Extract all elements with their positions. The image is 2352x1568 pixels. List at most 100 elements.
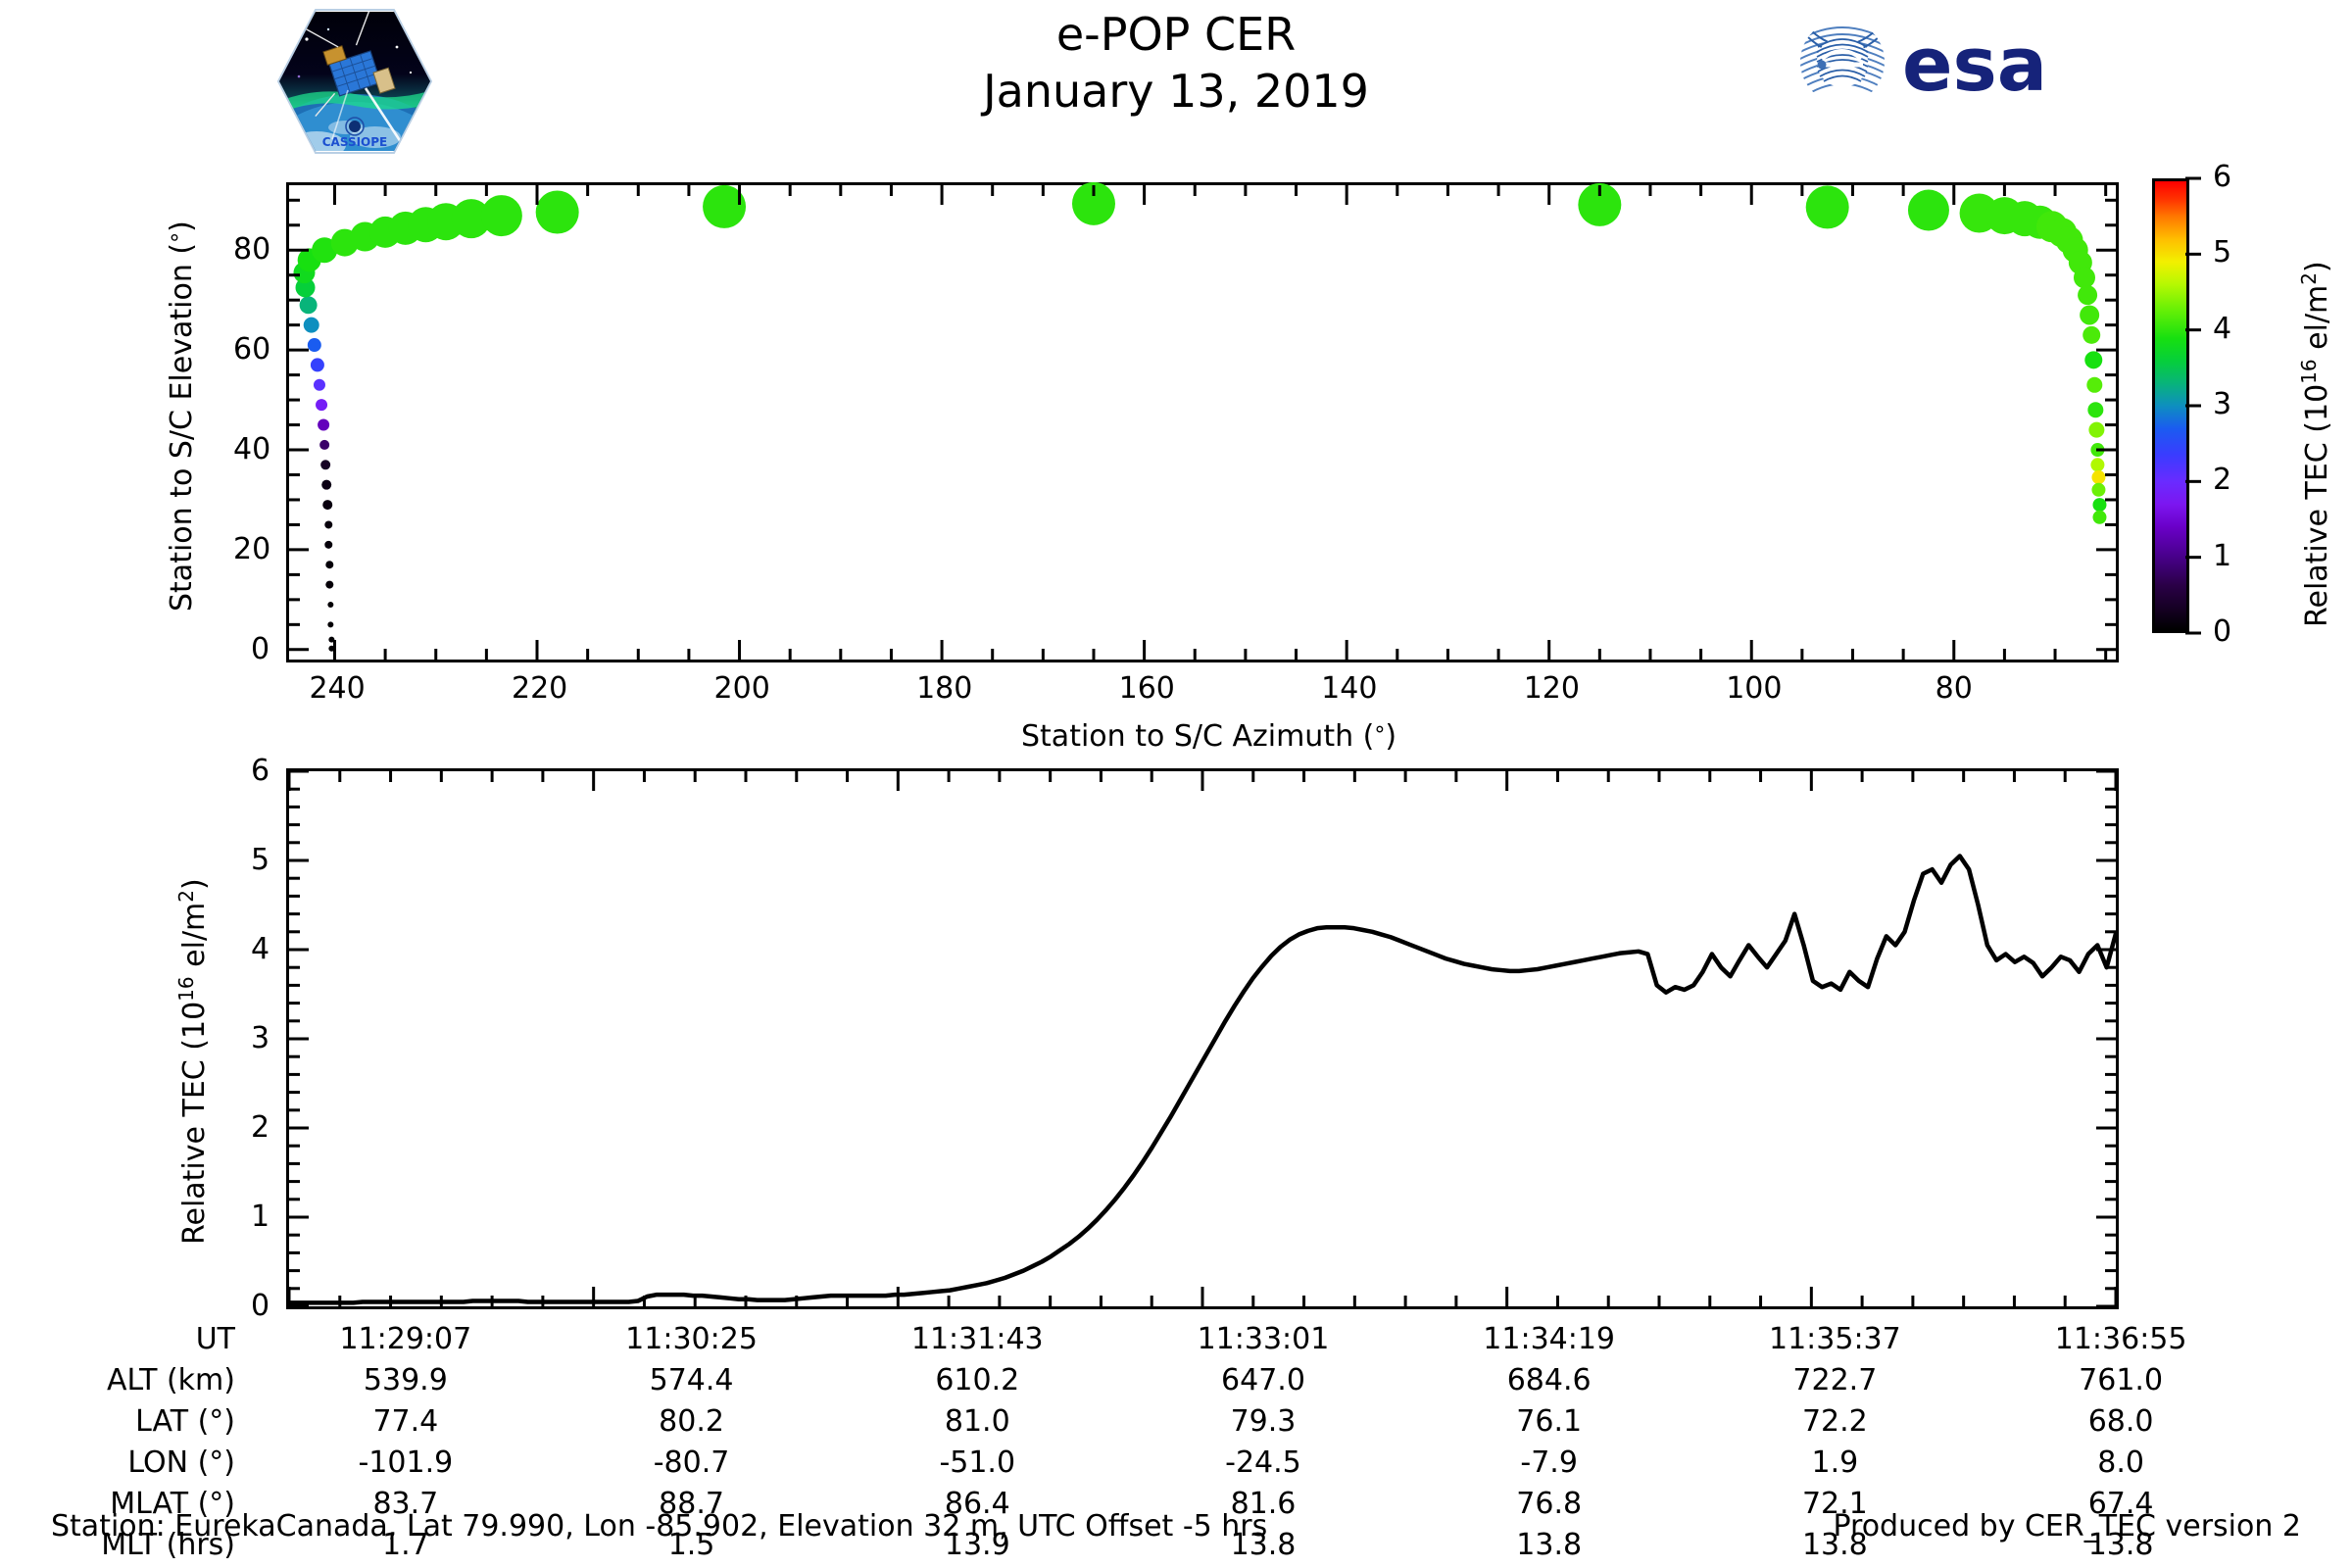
- scatter-point: [316, 399, 328, 412]
- table-row: MLT (hrs) 1.7 1.5 13.9 13.8 13.8 13.8 13.8: [39, 1525, 2264, 1566]
- x-tick-label: 180: [916, 671, 973, 706]
- scatter-point: [1805, 185, 1849, 229]
- scatter-point: [2090, 458, 2105, 472]
- table-cell: 83.7: [372, 1487, 439, 1521]
- table-row-label: LAT (°): [135, 1404, 235, 1439]
- scatter-point: [2086, 376, 2103, 393]
- tec-timeseries-plot: [286, 768, 2119, 1309]
- colorbar-tick-label: 6: [2213, 160, 2232, 194]
- scatter-point: [451, 199, 491, 239]
- x-tick-label: 80: [1935, 671, 1973, 706]
- scatter-point: [2084, 351, 2103, 369]
- y-tick-label: 20: [233, 531, 271, 566]
- table-cell: 79.3: [1230, 1404, 1297, 1439]
- y-tick-label: 5: [251, 843, 270, 877]
- scatter-point: [2087, 402, 2104, 418]
- table-cell: 1.9: [1811, 1446, 1859, 1480]
- colorbar-tick-label: 1: [2213, 538, 2232, 573]
- ephemeris-table-body: UT 11:29:07 11:30:25 11:31:43 11:33:01 11:34:…: [39, 1319, 2264, 1566]
- station-info: Station: EurekaCanada, Lat 79.990, Lon -…: [51, 1509, 1268, 1544]
- table-cell: 72.1: [1801, 1487, 1868, 1521]
- scatter-point: [325, 580, 334, 589]
- colorbar-tick-label: 3: [2213, 387, 2232, 421]
- colorbar: [2152, 178, 2189, 633]
- table-cell: 11:36:55: [2054, 1322, 2187, 1356]
- scatter-point: [325, 561, 334, 569]
- table-cell: 76.8: [1516, 1487, 1583, 1521]
- colorbar-ticks: [2185, 176, 2201, 635]
- table-row: MLAT (°) 83.7 88.7 86.4 81.6 76.8 72.1 67.4: [39, 1484, 2264, 1525]
- esa-logo: esa: [1798, 18, 2092, 108]
- scatter-point: [310, 358, 324, 372]
- y-tick-label: 2: [251, 1110, 270, 1145]
- scatter-point: [327, 601, 334, 608]
- y-tick-label: 0: [251, 1289, 270, 1323]
- scatter-point: [2080, 305, 2100, 325]
- scatter-point: [327, 621, 334, 628]
- table-cell: 88.7: [659, 1487, 724, 1521]
- table-row-label: MLAT (°): [110, 1487, 235, 1521]
- producer-info: Produced by CER_TEC version 2: [1833, 1509, 2301, 1544]
- scatter-point: [2092, 498, 2107, 513]
- colorbar-axis-label: Relative TEC (1016 el/m2): [2297, 261, 2334, 627]
- table-row: LAT (°) 77.4 80.2 81.0 79.3 76.1 72.2 68.0: [39, 1401, 2264, 1443]
- x-tick-label: 240: [309, 671, 366, 706]
- table-row: ALT (km) 539.9 574.4 610.2 647.0 684.6 722.7 76…: [39, 1360, 2264, 1401]
- scatter-point: [2073, 267, 2095, 289]
- table-cell: 13.8: [1230, 1528, 1297, 1562]
- scatter-point: [2091, 482, 2106, 497]
- page-footer: Station: EurekaCanada, Lat 79.990, Lon -…: [0, 1509, 2352, 1558]
- table-cell: -51.0: [939, 1446, 1016, 1480]
- y-tick-label: 4: [251, 932, 270, 966]
- tec-line: [286, 854, 2119, 1305]
- page-header: CASSIOPE e-POP CER January 13, 2019: [0, 0, 2352, 167]
- scatter-point: [2088, 421, 2105, 438]
- table-cell: 722.7: [1792, 1363, 1878, 1397]
- title-line-2: January 13, 2019: [983, 65, 1369, 118]
- scatter-point: [318, 418, 330, 431]
- cassiope-logo: CASSIOPE: [276, 8, 433, 155]
- y-tick-label: 40: [233, 432, 271, 467]
- top-panel-x-axis-label: Station to S/C Azimuth (°): [1021, 719, 1397, 754]
- table-cell: 72.2: [1801, 1404, 1868, 1439]
- table-cell: 1.5: [667, 1528, 715, 1562]
- x-tick-label: 100: [1726, 671, 1783, 706]
- scatter-point: [321, 479, 332, 490]
- table-cell: 76.1: [1516, 1404, 1583, 1439]
- table-cell: 11:33:01: [1197, 1322, 1330, 1356]
- y-tick-label: 60: [233, 332, 271, 368]
- scatter-point: [328, 645, 335, 652]
- title-line-1: e-POP CER: [1055, 8, 1297, 61]
- scatter-point: [2091, 470, 2106, 485]
- scatter-point: [703, 184, 747, 228]
- page-title: e-POP CER January 13, 2019: [686, 6, 1666, 120]
- scatter-point: [307, 338, 321, 353]
- scatter-canvas: [293, 181, 2107, 652]
- ephemeris-table: UT 11:29:07 11:30:25 11:31:43 11:33:01 11:34:…: [0, 1319, 2352, 1566]
- esa-logo-text: esa: [1902, 21, 2047, 106]
- y-tick-label: 6: [251, 754, 270, 788]
- scatter-point: [328, 636, 335, 643]
- table-cell: -24.5: [1225, 1446, 1301, 1480]
- scatter-point: [2078, 285, 2098, 306]
- scatter-point: [324, 520, 333, 529]
- table-cell: 13.9: [944, 1528, 1010, 1562]
- table-row: UT 11:29:07 11:30:25 11:31:43 11:33:01 11:34:…: [39, 1319, 2264, 1360]
- scatter-point: [480, 195, 522, 237]
- x-tick-label: 220: [512, 671, 568, 706]
- scatter-point: [313, 378, 325, 391]
- scatter-point: [295, 277, 316, 298]
- table-row-label: LON (°): [127, 1446, 235, 1480]
- scatter-point: [324, 540, 333, 549]
- y-tick-label: 3: [251, 1021, 270, 1055]
- scatter-point: [1071, 181, 1115, 225]
- colorbar-tick-label: 5: [2213, 235, 2232, 270]
- colorbar-tick-label: 4: [2213, 311, 2232, 346]
- table-cell: -7.9: [1520, 1446, 1578, 1480]
- table-cell: 86.4: [944, 1487, 1010, 1521]
- table-row-label: ALT (km): [107, 1363, 235, 1397]
- table-cell: 68.0: [2087, 1404, 2154, 1439]
- top-panel-y-axis-label: Station to S/C Elevation (°): [165, 220, 199, 612]
- table-cell: 11:34:19: [1483, 1322, 1616, 1356]
- x-tick-label: 140: [1321, 671, 1378, 706]
